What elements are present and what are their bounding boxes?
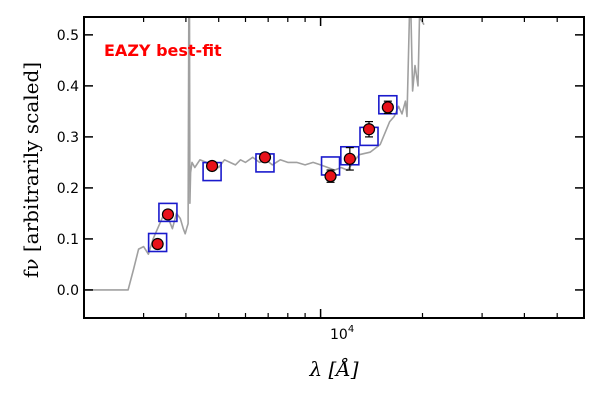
observed-photometry-layer	[151, 100, 394, 251]
annotation-label: EAZY best-fit	[104, 41, 222, 60]
y-tick-label-4: 0.4	[57, 79, 79, 95]
template-photometry-square-0	[147, 232, 168, 253]
y-axis-title: fν [arbitrarily scaled]	[19, 62, 43, 278]
template-photometry-square-1	[158, 202, 178, 223]
y-tick-label-5: 0.5	[57, 28, 79, 44]
observed-point-6	[362, 123, 376, 136]
y-tick-labels: 0.0 0.1 0.2 0.3 0.4 0.5	[57, 28, 79, 299]
observed-point-2	[205, 159, 219, 173]
x-tick-label-base: 10	[330, 327, 348, 343]
observed-point-0	[151, 237, 164, 251]
x-tick-labels: 104	[330, 324, 354, 343]
y-tick-label-3: 0.3	[57, 130, 79, 146]
observed-point-1	[161, 208, 175, 221]
plot-frame	[83, 16, 585, 319]
observed-point-5	[343, 152, 356, 165]
y-tick-label-1: 0.1	[57, 232, 79, 248]
y-tick-label-2: 0.2	[57, 181, 79, 197]
y-tick-label-0: 0.0	[57, 283, 79, 299]
x-tick-label-exponent: 4	[348, 324, 354, 335]
observed-point-4	[324, 170, 337, 183]
x-axis-title: λ [Å]	[308, 356, 358, 381]
observed-point-7	[381, 101, 394, 114]
observed-point-3	[258, 151, 272, 164]
plot-area-background	[84, 17, 584, 318]
x-tick-label-10000: 104	[330, 324, 354, 343]
